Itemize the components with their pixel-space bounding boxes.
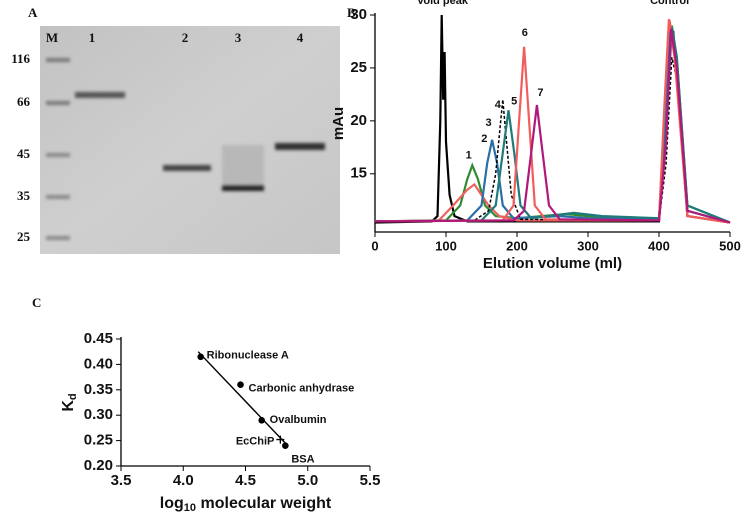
x-tick-label: 4.5 <box>235 472 256 489</box>
y-label-sub: d <box>67 393 79 400</box>
annotation: 2 <box>481 133 487 145</box>
lane-label: 3 <box>235 30 242 45</box>
lane-label: M <box>46 30 58 45</box>
point <box>282 442 289 449</box>
annotation: 3 <box>486 117 492 129</box>
marker-label: 45 <box>17 146 31 161</box>
y-tick-label: 15 <box>350 165 367 182</box>
annotation: 6 <box>522 27 528 39</box>
x-tick-label: 5.0 <box>297 472 318 489</box>
annotation: 7 <box>537 87 543 99</box>
lane-label: 2 <box>182 30 189 45</box>
y-axis-label: mAu <box>330 107 347 140</box>
x-axis-label: Elution volume (ml) <box>483 255 622 272</box>
point <box>197 353 204 361</box>
sample-label: EcChiP <box>236 435 275 447</box>
point-label: BSA <box>291 454 314 466</box>
marker-label: 116 <box>11 51 30 66</box>
x-label-sub: 10 <box>184 502 196 514</box>
point <box>258 416 265 424</box>
x-label-rest: molecular weight <box>196 495 332 512</box>
y-tick-label: 0.35 <box>84 381 113 398</box>
x-tick-label: 100 <box>435 238 457 253</box>
marker-label: 66 <box>17 94 31 109</box>
lane-label: 1 <box>89 30 96 45</box>
y-tick-label: 0.30 <box>84 406 113 423</box>
series-line <box>374 28 731 224</box>
x-tick-label: 200 <box>506 238 528 253</box>
x-axis-label: log10 molecular weight <box>160 495 332 514</box>
lane-label: 4 <box>297 30 304 45</box>
x-tick-label: 500 <box>719 238 741 253</box>
annotation: Void peak <box>417 0 469 7</box>
series-line <box>374 14 731 224</box>
y-label-main: K <box>60 400 77 412</box>
annotation: Control <box>650 0 689 7</box>
y-tick-label: 20 <box>350 112 367 129</box>
marker-label: 25 <box>17 229 31 244</box>
panel-letter: C <box>32 295 41 310</box>
y-axis-label: Kd <box>60 393 79 411</box>
series-line <box>374 19 731 224</box>
point-label: Ribonuclease A <box>207 350 289 362</box>
sample-marker <box>276 435 285 444</box>
fit-line <box>197 351 286 444</box>
x-tick-label: 400 <box>648 238 670 253</box>
x-tick-label: 4.0 <box>173 472 194 489</box>
point <box>237 381 244 389</box>
panel-letter: B <box>347 5 356 20</box>
x-tick-label: 0 <box>371 238 378 253</box>
gel-bands <box>46 58 325 240</box>
y-tick-label: 0.45 <box>84 330 113 347</box>
gel-panel: A <box>28 5 340 254</box>
y-tick-label: 25 <box>350 59 367 76</box>
marker-label: 35 <box>17 188 31 203</box>
panel-letter: A <box>28 5 38 20</box>
gel-image <box>40 26 340 254</box>
y-tick-label: 30 <box>350 6 367 23</box>
x-label-main: log <box>160 495 184 512</box>
x-tick-label: 5.5 <box>360 472 381 489</box>
annotation: 4 <box>495 99 502 111</box>
point-label: Ovalbumin <box>270 414 327 426</box>
y-tick-label: 0.25 <box>84 432 113 449</box>
y-tick-label: 0.20 <box>84 457 113 474</box>
x-tick-label: 300 <box>577 238 599 253</box>
x-tick-label: 3.5 <box>111 472 132 489</box>
y-tick-label: 0.40 <box>84 355 113 372</box>
series-line <box>374 27 731 224</box>
point-label: Carbonic anhydrase <box>249 383 355 395</box>
annotation: 5 <box>511 96 517 108</box>
annotation: 1 <box>466 150 472 162</box>
